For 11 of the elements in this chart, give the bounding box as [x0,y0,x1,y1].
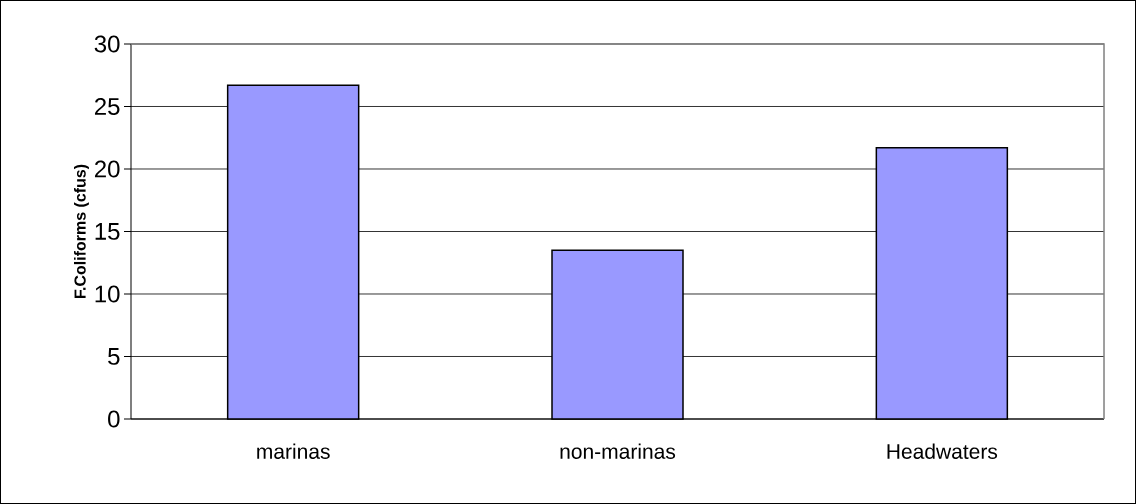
x-tick-label: non-marinas [560,443,676,459]
y-tick-label: 20 [94,160,120,178]
x-tick-label: marinas [257,443,330,459]
y-tick-label: 15 [95,223,120,240]
y-tick-label: 5 [108,348,120,365]
y-tick-label: 10 [95,285,120,303]
y-tick-label: 0 [108,410,120,428]
x-tick-label: Headwaters [887,443,998,459]
y-tick-label: 30 [94,35,120,53]
y-tick-label: 25 [94,98,120,115]
y-axis-title: F.Coliforms (cfus) [74,164,89,298]
